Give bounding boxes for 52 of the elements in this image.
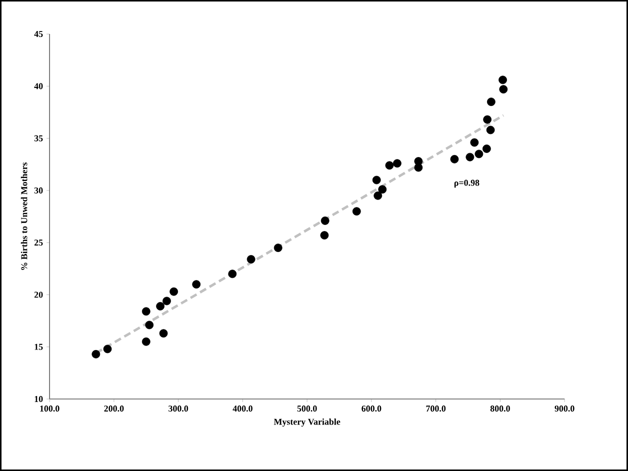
x-axis-title: Mystery Variable [274, 418, 340, 427]
point [470, 138, 479, 147]
y-tick-label: 10 [34, 396, 43, 402]
point [486, 126, 495, 134]
point [372, 176, 381, 184]
point [483, 115, 492, 124]
x-tick-label: 400.0 [232, 406, 252, 412]
y-tick-label: 30 [34, 187, 43, 194]
point [246, 255, 256, 264]
point [498, 76, 507, 84]
point [159, 329, 168, 338]
x-tick-label: 500.0 [297, 406, 317, 412]
y-tick-label: 15 [34, 344, 43, 350]
y-tick-label: 35 [34, 135, 43, 142]
point [378, 185, 387, 194]
y-tick-label: 25 [34, 240, 43, 246]
point [162, 296, 171, 306]
point [228, 270, 237, 278]
x-tick-label: 700.0 [426, 406, 446, 412]
point [320, 231, 329, 240]
point [145, 320, 154, 330]
point [450, 154, 459, 164]
point [142, 337, 150, 346]
point [92, 350, 100, 358]
point [274, 244, 282, 252]
point [156, 302, 164, 310]
point [466, 152, 474, 162]
point [374, 191, 382, 200]
y-tick-label: 40 [34, 83, 43, 90]
y-tick-label: 45 [34, 31, 43, 38]
x-tick-label: 100.0 [40, 406, 60, 412]
y-axis-title: % Births to Unwed Mothers [20, 162, 28, 270]
point [482, 144, 491, 153]
point [142, 307, 150, 316]
point [352, 207, 361, 216]
point [385, 161, 394, 170]
point [486, 98, 496, 106]
x-tick-label: 600.0 [362, 406, 382, 412]
y-tick-label: 20 [34, 292, 43, 298]
point [192, 280, 201, 289]
point [170, 287, 178, 296]
point [414, 163, 423, 172]
point [393, 159, 402, 168]
point [103, 344, 112, 354]
x-tick-label: 900.0 [554, 406, 574, 412]
x-tick-label: 200.0 [104, 406, 124, 412]
point [499, 85, 508, 94]
point [320, 216, 330, 225]
annotation: ρ=0.98 [454, 180, 480, 188]
x-tick-label: 300.0 [168, 406, 188, 412]
x-tick-label: 800.0 [490, 406, 510, 412]
point [474, 150, 484, 158]
